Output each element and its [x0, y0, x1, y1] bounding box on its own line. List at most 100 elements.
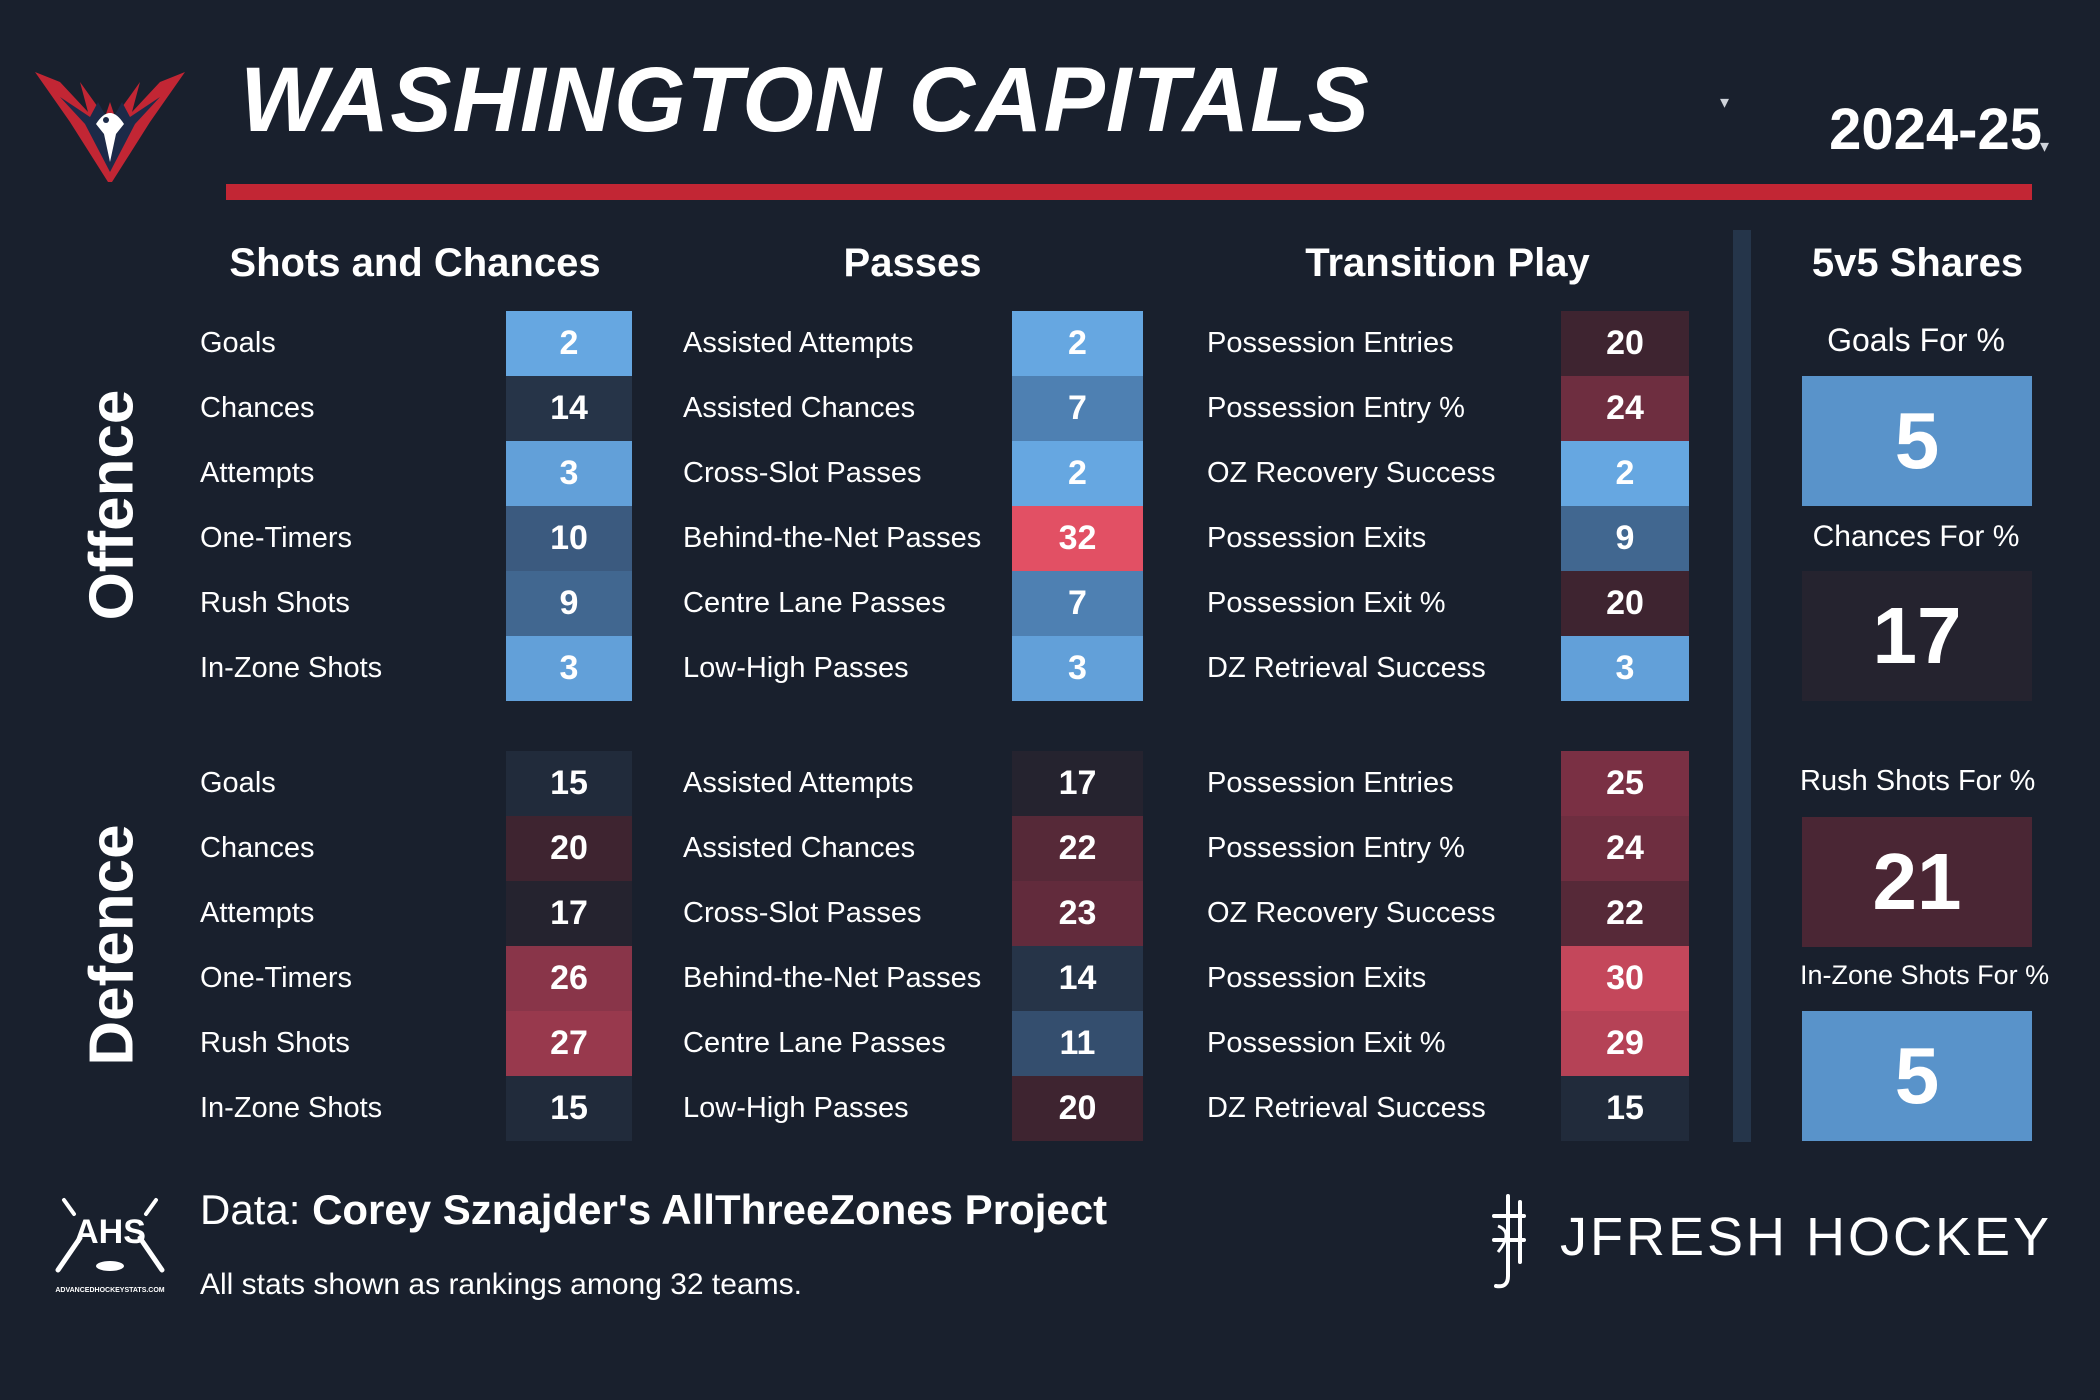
defence-transition-label: Possession Exits [1207, 962, 1427, 994]
defence-transition-label: OZ Recovery Success [1207, 897, 1496, 929]
share-value-chances: 17 [1802, 571, 2032, 701]
offence-shots-label: Chances [200, 392, 315, 424]
season-selector[interactable]: 2024-25 [1829, 97, 2042, 162]
defence-shots-rank: 26 [506, 946, 632, 1011]
offence-shots-label: Attempts [200, 457, 315, 489]
defence-passes-rank: 20 [1012, 1076, 1143, 1141]
offence-passes-rank: 3 [1012, 636, 1143, 701]
offence-passes-rank: 2 [1012, 311, 1143, 376]
offence-passes-rank: 7 [1012, 376, 1143, 441]
defence-shots-label: In-Zone Shots [200, 1092, 383, 1124]
offence-shots-rank: 2 [506, 311, 632, 376]
defence-transition-rank: 29 [1561, 1011, 1689, 1076]
column-divider [1733, 230, 1751, 1142]
defence-passes-label: Cross-Slot Passes [683, 897, 922, 929]
defence-transition-rank: 22 [1561, 881, 1689, 946]
defence-passes-rank: 17 [1012, 751, 1143, 816]
offence-shots-rank: 10 [506, 506, 632, 571]
offence-label: Offence [77, 389, 147, 621]
defence-transition-rank: 30 [1561, 946, 1689, 1011]
brand-name: JFRESH HOCKEY [1560, 1207, 2053, 1267]
section-header-passes: Passes [843, 241, 982, 285]
share-label-chances: Chances For % [1812, 520, 2020, 553]
season-dropdown-icon[interactable]: ▾ [2040, 136, 2050, 156]
offence-transition-label: DZ Retrieval Success [1207, 652, 1486, 684]
defence-transition-label: Possession Entries [1207, 767, 1454, 799]
offence-passes-rank: 32 [1012, 506, 1143, 571]
defence-passes-label: Assisted Attempts [683, 767, 914, 799]
data-credit-prefix: Data: [200, 1186, 313, 1233]
share-value-in-zone-shots: 5 [1802, 1011, 2032, 1141]
offence-transition-rank: 20 [1561, 571, 1689, 636]
offence-shots-label: One-Timers [200, 522, 352, 554]
ahs-logo-url: ADVANCEDHOCKEYSTATS.COM [55, 1287, 164, 1294]
jfresh-logo-icon [1480, 1192, 1540, 1292]
share-label-rush-shots: Rush Shots For % [1800, 765, 2036, 797]
defence-shots-rank: 15 [506, 751, 632, 816]
defence-transition-label: DZ Retrieval Success [1207, 1092, 1486, 1124]
defence-transition-label: Possession Exit % [1207, 1027, 1446, 1059]
offence-shots-rank: 3 [506, 441, 632, 506]
defence-shots-rank: 20 [506, 816, 632, 881]
defence-transition-rank: 24 [1561, 816, 1689, 881]
defence-passes-rank: 11 [1012, 1011, 1143, 1076]
team-title: WASHINGTON CAPITALS [240, 49, 1370, 151]
defence-shots-label: One-Timers [200, 962, 352, 994]
share-value-rush-shots: 21 [1802, 817, 2032, 947]
offence-transition-rank: 20 [1561, 311, 1689, 376]
defence-label: Defence [77, 824, 147, 1066]
offence-transition-rank: 24 [1561, 376, 1689, 441]
defence-transition-rank: 15 [1561, 1076, 1689, 1141]
ahs-logo-text: AHS [74, 1213, 146, 1251]
offence-shots-rank: 9 [506, 571, 632, 636]
defence-shots-rank: 15 [506, 1076, 632, 1141]
offence-transition-label: Possession Exit % [1207, 587, 1446, 619]
defence-transition-rank: 25 [1561, 751, 1689, 816]
section-header-shares: 5v5 Shares [1811, 241, 2024, 285]
offence-shots-label: Rush Shots [200, 587, 350, 619]
defence-shots-label: Goals [200, 767, 276, 799]
offence-transition-label: Possession Exits [1207, 522, 1427, 554]
offence-transition-rank: 2 [1561, 441, 1689, 506]
offence-passes-label: Behind-the-Net Passes [683, 522, 982, 554]
defence-passes-rank: 22 [1012, 816, 1143, 881]
offence-passes-label: Centre Lane Passes [683, 587, 946, 619]
share-value-goals: 5 [1802, 376, 2032, 506]
ahs-logo: AHS ADVANCEDHOCKEYSTATS.COM [50, 1188, 170, 1298]
team-logo [30, 62, 190, 187]
offence-shots-label: Goals [200, 327, 276, 359]
defence-passes-rank: 14 [1012, 946, 1143, 1011]
defence-shots-label: Rush Shots [200, 1027, 350, 1059]
offence-shots-rank: 14 [506, 376, 632, 441]
share-label-in-zone-shots: In-Zone Shots For % [1800, 960, 2050, 990]
defence-shots-label: Attempts [200, 897, 315, 929]
ranking-note: All stats shown as rankings among 32 tea… [200, 1268, 802, 1301]
share-label-goals: Goals For % [1827, 322, 2005, 358]
data-credit: Data: Corey Sznajder's AllThreeZones Pro… [200, 1186, 1107, 1234]
offence-passes-label: Low-High Passes [683, 652, 909, 684]
defence-passes-label: Behind-the-Net Passes [683, 962, 982, 994]
offence-transition-rank: 3 [1561, 636, 1689, 701]
section-header-transition: Transition Play [1305, 241, 1590, 285]
offence-transition-rank: 9 [1561, 506, 1689, 571]
offence-shots-label: In-Zone Shots [200, 652, 383, 684]
offence-transition-label: OZ Recovery Success [1207, 457, 1496, 489]
offence-transition-label: Possession Entries [1207, 327, 1454, 359]
team-dropdown-icon[interactable]: ▾ [1720, 92, 1730, 112]
section-header-shots: Shots and Chances [229, 241, 601, 285]
offence-passes-rank: 7 [1012, 571, 1143, 636]
defence-passes-rank: 23 [1012, 881, 1143, 946]
header-divider [226, 184, 2032, 200]
defence-shots-label: Chances [200, 832, 315, 864]
defence-transition-label: Possession Entry % [1207, 832, 1465, 864]
defence-shots-rank: 27 [506, 1011, 632, 1076]
defence-passes-label: Centre Lane Passes [683, 1027, 946, 1059]
offence-passes-label: Assisted Chances [683, 392, 916, 424]
defence-passes-label: Assisted Chances [683, 832, 916, 864]
offence-passes-label: Assisted Attempts [683, 327, 914, 359]
offence-passes-rank: 2 [1012, 441, 1143, 506]
offence-transition-label: Possession Entry % [1207, 392, 1465, 424]
offence-passes-label: Cross-Slot Passes [683, 457, 922, 489]
defence-shots-rank: 17 [506, 881, 632, 946]
data-credit-source: Corey Sznajder's AllThreeZones Project [312, 1186, 1108, 1233]
